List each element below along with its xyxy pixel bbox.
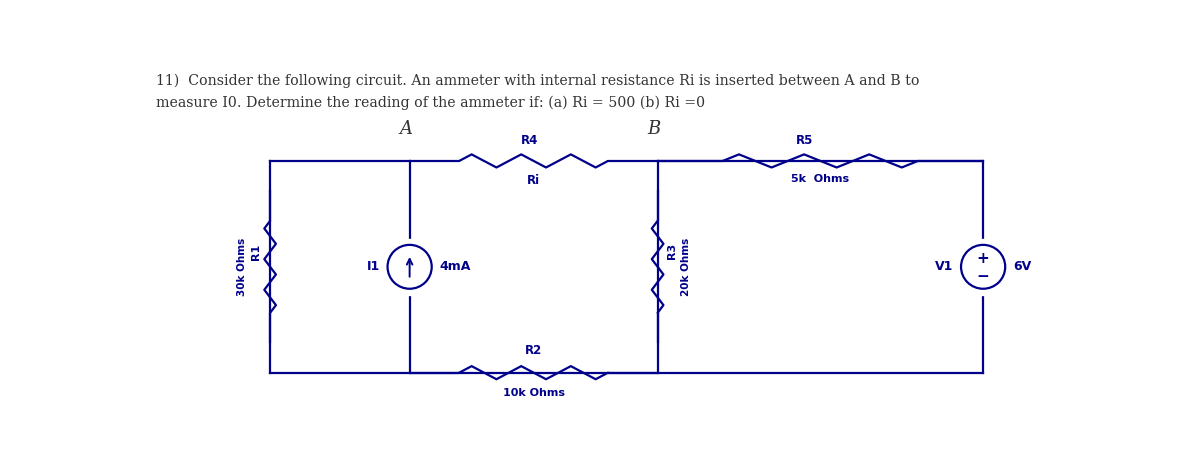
Text: 5k  Ohms: 5k Ohms	[791, 174, 850, 184]
Text: R4: R4	[521, 134, 539, 147]
Text: R3: R3	[666, 243, 677, 260]
Text: 30k Ohms: 30k Ohms	[238, 237, 247, 296]
Text: R1: R1	[251, 243, 262, 260]
Text: V1: V1	[935, 260, 953, 274]
Text: A: A	[400, 120, 413, 138]
Text: 11)  Consider the following circuit. An ammeter with internal resistance Ri is i: 11) Consider the following circuit. An a…	[156, 74, 919, 88]
Text: B: B	[647, 120, 660, 138]
Text: I1: I1	[366, 260, 379, 274]
Text: R2: R2	[526, 344, 542, 357]
Text: R5: R5	[796, 134, 814, 147]
Circle shape	[961, 245, 1006, 289]
Text: Ri: Ri	[527, 174, 540, 187]
Text: 10k Ohms: 10k Ohms	[503, 388, 565, 398]
Text: +: +	[977, 251, 990, 266]
Text: −: −	[977, 268, 990, 284]
Text: 4mA: 4mA	[439, 260, 470, 274]
Text: measure I0. Determine the reading of the ammeter if: (a) Ri = 500 (b) Ri =0: measure I0. Determine the reading of the…	[156, 96, 706, 110]
Text: 6V: 6V	[1013, 260, 1031, 274]
Circle shape	[388, 245, 432, 289]
Text: 20k Ohms: 20k Ohms	[680, 237, 690, 296]
